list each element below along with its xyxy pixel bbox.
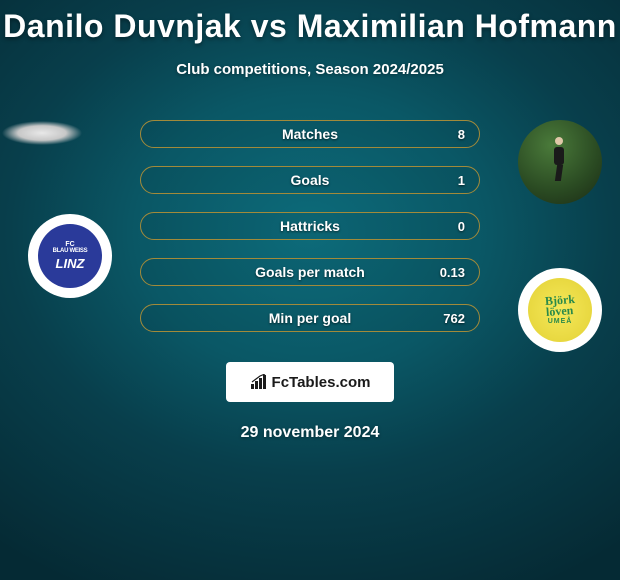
club-badge-right: Björk löven UMEÅ: [518, 268, 602, 352]
stat-row-goals-per-match: Goals per match 0.13: [140, 258, 480, 286]
stat-label: Hattricks: [280, 218, 340, 234]
club-badge-left: FC BLAU WEISS LINZ: [28, 214, 112, 298]
content-wrapper: Danilo Duvnjak vs Maximilian Hofmann Clu…: [0, 0, 620, 442]
stat-value-right: 8: [458, 127, 465, 142]
badge-left-line3: LINZ: [56, 257, 85, 271]
player-right-photo: [518, 120, 602, 204]
stat-row-min-per-goal: Min per goal 762: [140, 304, 480, 332]
badge-right-line3: UMEÅ: [548, 318, 573, 325]
stat-label: Min per goal: [269, 310, 351, 326]
badge-left-line1: FC: [65, 241, 74, 249]
stat-rows: Matches 8 Goals 1 Hattricks 0 Goals per …: [140, 120, 480, 350]
stat-value-right: 1: [458, 173, 465, 188]
date-label: 29 november 2024: [0, 424, 620, 442]
subtitle: Club competitions, Season 2024/2025: [0, 61, 620, 78]
stat-row-matches: Matches 8: [140, 120, 480, 148]
page-title: Danilo Duvnjak vs Maximilian Hofmann: [0, 0, 620, 45]
stat-value-right: 0.13: [440, 265, 465, 280]
stat-row-goals: Goals 1: [140, 166, 480, 194]
player-silhouette-icon: [550, 137, 568, 185]
stat-value-right: 0: [458, 219, 465, 234]
brand-label: FcTables.com: [272, 374, 371, 391]
stat-label: Goals per match: [255, 264, 365, 280]
stats-area: FC BLAU WEISS LINZ Björk löven UMEÅ Matc…: [0, 120, 620, 350]
stat-label: Goals: [291, 172, 330, 188]
badge-left-line2: BLAU WEISS: [53, 248, 88, 255]
brand-pill[interactable]: FcTables.com: [226, 362, 394, 402]
player-left-photo: [0, 120, 84, 146]
club-badge-left-inner: FC BLAU WEISS LINZ: [38, 224, 102, 288]
stat-label: Matches: [282, 126, 338, 142]
club-badge-right-inner: Björk löven UMEÅ: [528, 278, 592, 342]
stat-value-right: 762: [443, 311, 465, 326]
badge-right-line2: löven: [546, 305, 574, 318]
stat-row-hattricks: Hattricks 0: [140, 212, 480, 240]
bar-chart-icon: [250, 374, 268, 390]
